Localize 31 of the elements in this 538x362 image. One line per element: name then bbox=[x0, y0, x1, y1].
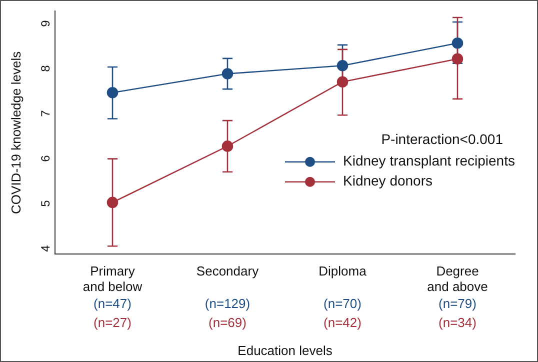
text: (n=34) bbox=[438, 314, 476, 330]
point bbox=[222, 68, 234, 80]
legend-label: Kidney donors bbox=[343, 172, 433, 189]
text: (n=27) bbox=[94, 314, 132, 330]
y-tick-label: 9 bbox=[38, 20, 52, 27]
text: (n=42) bbox=[324, 314, 362, 330]
point bbox=[222, 140, 234, 152]
text: (n=69) bbox=[208, 314, 246, 330]
y-tick-label: 4 bbox=[38, 244, 52, 252]
point bbox=[106, 196, 118, 208]
text: (n=129) bbox=[204, 296, 250, 311]
x-axis-title: Education levels bbox=[238, 342, 333, 358]
x-tick-label: Primary and below bbox=[82, 264, 143, 294]
text: (n=70) bbox=[324, 296, 362, 311]
y-tick-label: 6 bbox=[38, 154, 52, 162]
x-tick-label: Secondary bbox=[196, 264, 260, 279]
point bbox=[452, 38, 464, 49]
annotation: P-interaction<0.001 bbox=[381, 130, 504, 147]
point bbox=[336, 60, 348, 72]
point bbox=[452, 53, 464, 65]
x-tick-label: Degree and above bbox=[427, 264, 488, 294]
y-tick-label: 8 bbox=[38, 64, 52, 72]
text: (n=47) bbox=[94, 296, 132, 311]
point bbox=[106, 87, 118, 98]
x-tick-label: Diploma bbox=[318, 264, 368, 279]
y-tick-label: 7 bbox=[38, 110, 52, 117]
point bbox=[336, 76, 348, 88]
y-tick-label: 5 bbox=[38, 200, 52, 207]
text: (n=79) bbox=[438, 296, 476, 311]
legend-label: Kidney transplant recipients bbox=[343, 152, 515, 169]
y-axis-title: COVID-19 knowledge levels bbox=[8, 50, 24, 214]
